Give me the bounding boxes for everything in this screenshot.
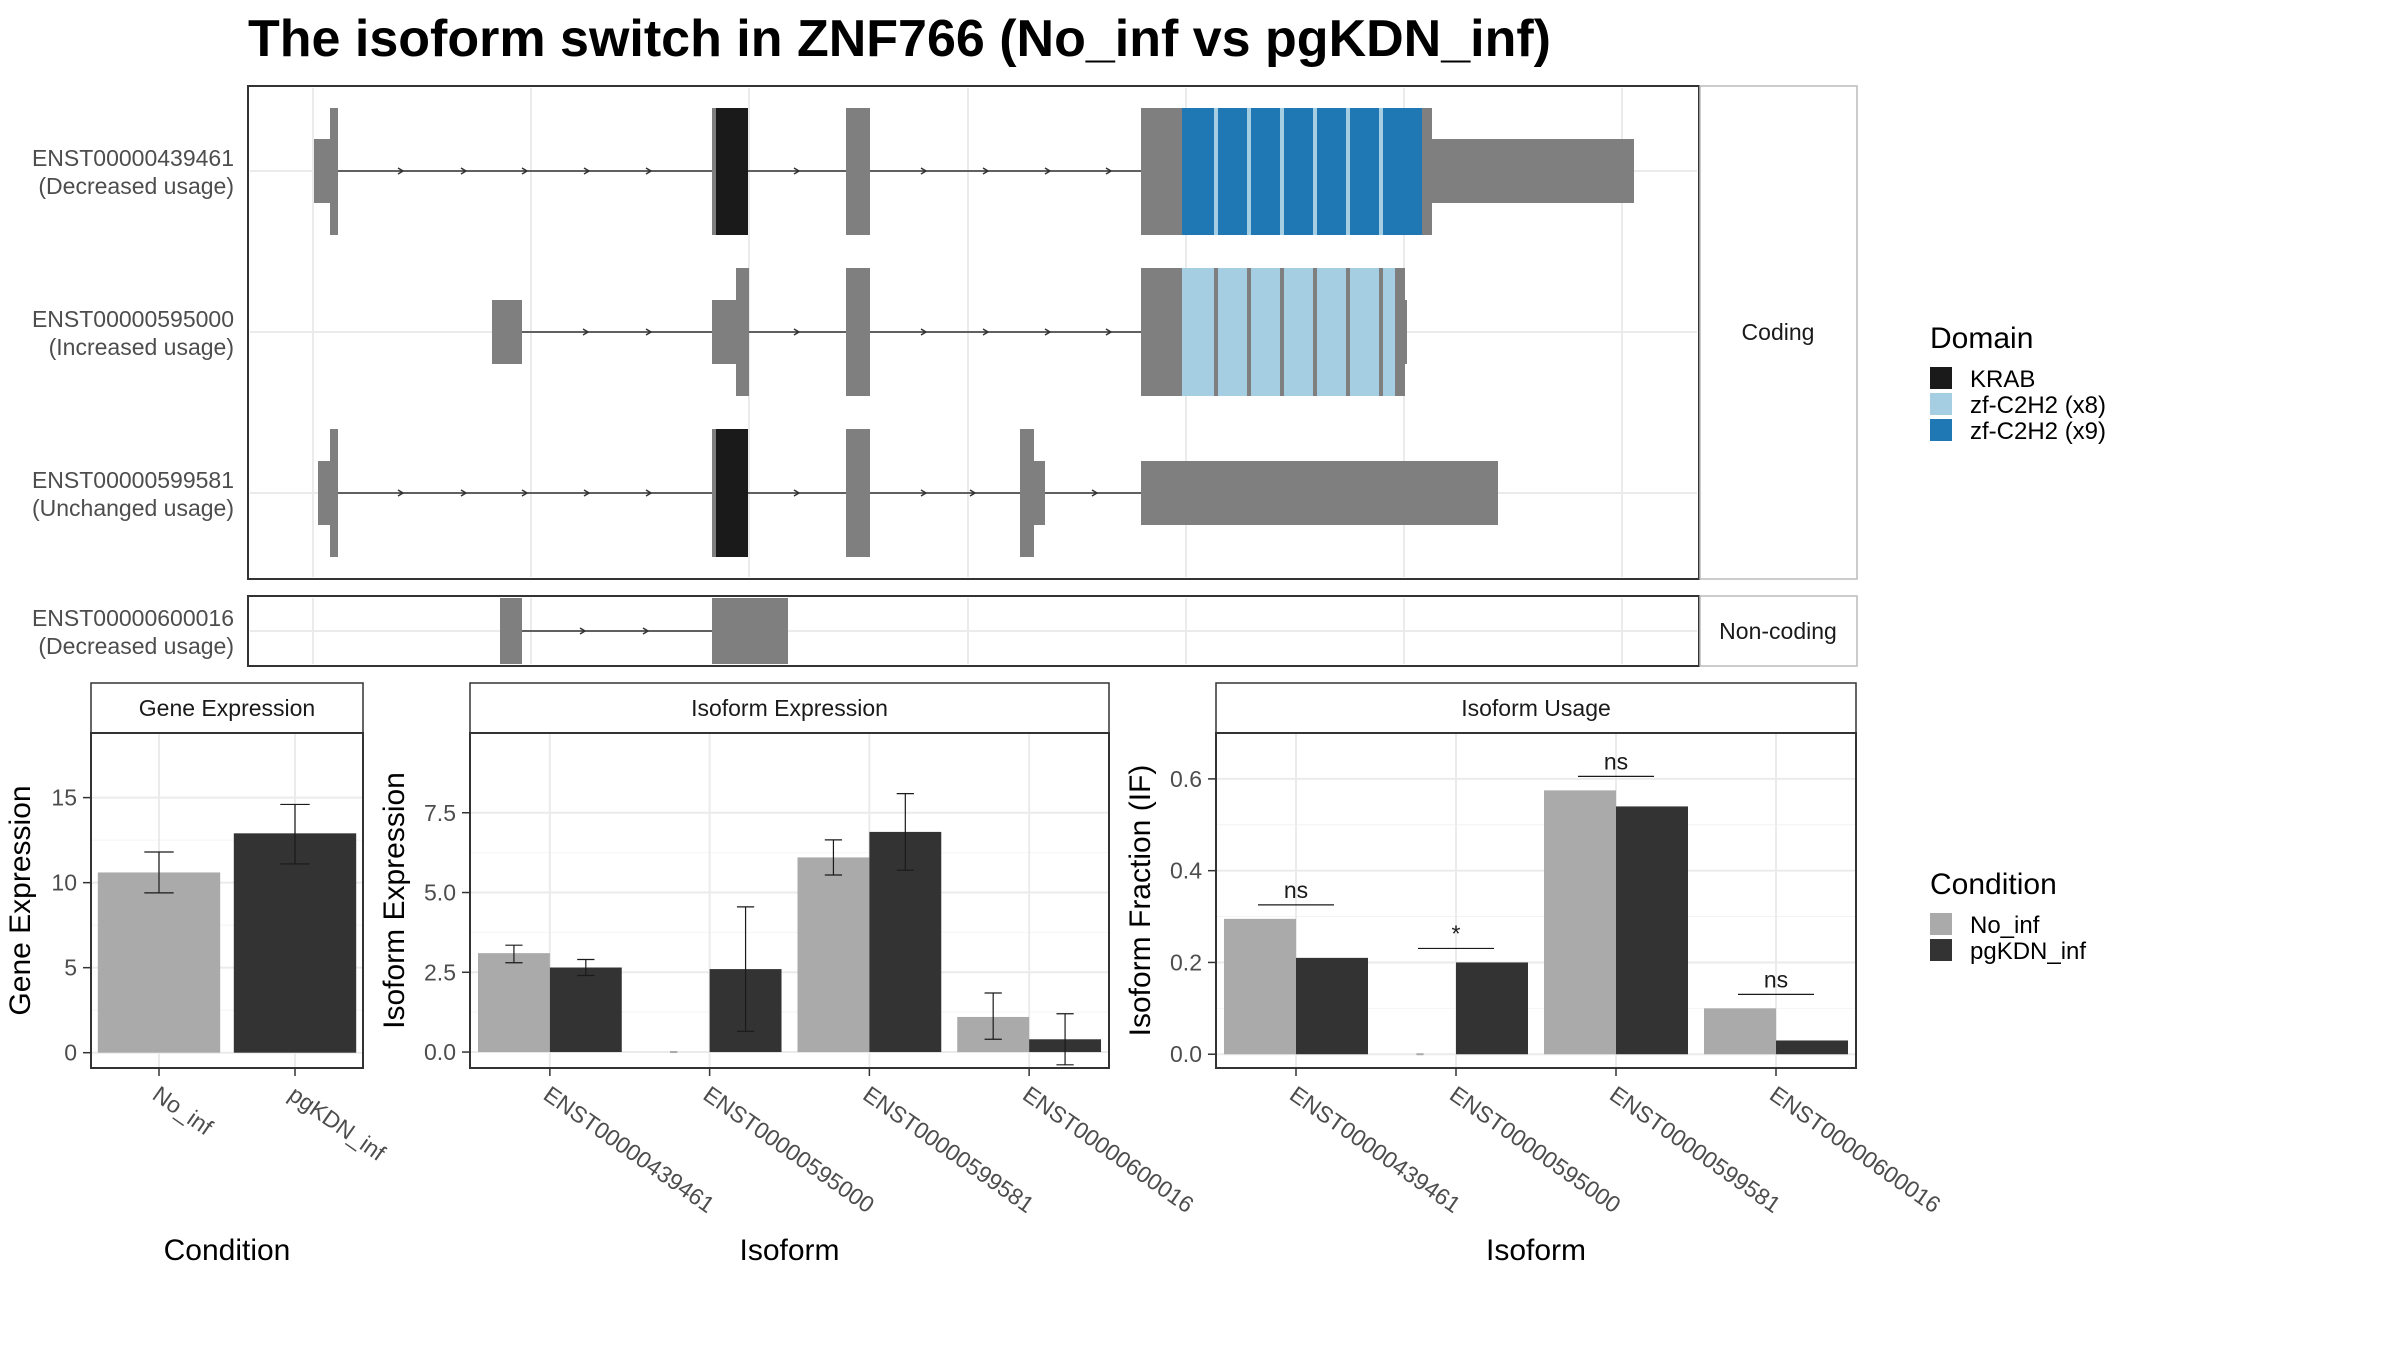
x-tick-label: ENST00000600016 <box>1018 1081 1198 1218</box>
legend-label: zf-C2H2 (x8) <box>1970 392 2106 419</box>
y-tick-label: 15 <box>51 785 77 811</box>
y-tick-label: 10 <box>51 870 77 896</box>
isoform-label: ENST00000595000 <box>32 306 234 332</box>
panel-strip <box>1215 682 1857 734</box>
y-tick-label: 0 <box>64 1040 77 1066</box>
x-tick-label: ENST00000595000 <box>1445 1081 1625 1218</box>
y-tick-label: 2.5 <box>424 959 456 985</box>
coding-strip-label: Coding <box>1742 319 1815 345</box>
isoform-track: ENST00000595000 (Increased usage) <box>32 268 1407 396</box>
x-axis-title: Isoform <box>1486 1234 1586 1267</box>
intron-line <box>337 167 1141 175</box>
significance-label: ns <box>1604 748 1628 774</box>
isoform-usage-label: (Unchanged usage) <box>32 495 234 521</box>
y-tick-label: 0.6 <box>1170 766 1202 792</box>
gene-expression-chart: Gene Expression 0 5 10 15 No_inf pgKDN_inf Cond… <box>4 682 391 1267</box>
isoform-usage-label: (Increased usage) <box>49 334 234 360</box>
bar <box>1616 806 1688 1055</box>
legend-key <box>1930 367 1952 389</box>
isoform-label: ENST00000600016 <box>32 605 234 631</box>
significance-label: * <box>1452 920 1461 946</box>
x-tick-label: ENST00000439461 <box>1285 1081 1465 1218</box>
y-tick-label: 7.5 <box>424 800 456 826</box>
x-tick-label: ENST00000599581 <box>1605 1081 1785 1218</box>
y-axis-title: Isoform Expression <box>378 772 411 1029</box>
isoform-expression-chart: Isoform Expression 0.0 2.5 5.0 7.5 ENST000004… <box>378 682 1199 1267</box>
plot-frame <box>90 732 364 1069</box>
y-tick-label: 5 <box>64 955 77 981</box>
legend-label: pgKDN_inf <box>1970 938 2086 965</box>
legend-label: No_inf <box>1970 912 2040 939</box>
plot-frame <box>469 732 1110 1069</box>
intron-line <box>337 489 1141 497</box>
domain-separators <box>1214 268 1383 396</box>
y-axis-title: Gene Expression <box>4 785 37 1015</box>
legend-key <box>1930 393 1952 415</box>
legend-key <box>1930 913 1952 935</box>
isoform-label: ENST00000599581 <box>32 467 234 493</box>
bar <box>1296 957 1368 1055</box>
domain-legend: Domain KRAB zf-C2H2 (x8) zf-C2H2 (x9) <box>1930 322 2106 445</box>
bar <box>1704 1008 1776 1055</box>
isoform-usage-label: (Decreased usage) <box>38 633 234 659</box>
isoform-track: ENST00000439461 (Decreased usage) <box>32 108 1634 235</box>
isoform-label: ENST00000439461 <box>32 145 234 171</box>
bar <box>477 953 550 1053</box>
bar <box>1776 1040 1848 1055</box>
y-axis-title: Isoform Fraction (IF) <box>1124 765 1157 1037</box>
panel-title: Isoform Usage <box>1461 695 1611 721</box>
bar <box>1544 790 1616 1055</box>
plot-frame <box>1215 732 1857 1069</box>
x-tick-label: ENST00000600016 <box>1765 1081 1945 1218</box>
zf-c2h2-x8-domain <box>1182 268 1395 396</box>
bar <box>549 967 622 1053</box>
x-axis-title: Isoform <box>739 1234 839 1267</box>
isoform-usage-label: (Decreased usage) <box>38 173 234 199</box>
legend-title: Condition <box>1930 868 2057 901</box>
intron-line <box>521 627 712 635</box>
domain-separators <box>1214 108 1383 235</box>
bar <box>1456 962 1528 1055</box>
x-tick-label: No_inf <box>148 1081 218 1141</box>
noncoding-strip-label: Non-coding <box>1719 618 1837 644</box>
intron-line <box>522 328 1141 336</box>
noncoding-strip <box>1699 595 1858 667</box>
legend-key <box>1930 419 1952 441</box>
y-tick-label: 0.0 <box>424 1039 456 1065</box>
significance-label: ns <box>1284 877 1308 903</box>
condition-legend: Condition No_inf pgKDN_inf <box>1930 868 2086 965</box>
bar <box>1224 918 1296 1055</box>
x-axis-title: Condition <box>164 1234 291 1267</box>
isoform-track: ENST00000599581 (Unchanged usage) <box>32 429 1498 557</box>
isoform-usage-chart: Isoform Usage ns * ns ns 0.0 0.2 0.4 0.6 ENST0000… <box>1124 682 1946 1267</box>
y-tick-label: 0.2 <box>1170 949 1202 975</box>
legend-label: zf-C2H2 (x9) <box>1970 418 2106 445</box>
legend-label: KRAB <box>1970 366 2035 393</box>
exon <box>500 598 788 664</box>
significance-label: ns <box>1764 966 1788 992</box>
x-tick-label: ENST00000439461 <box>539 1081 719 1218</box>
krab-domain <box>716 108 748 235</box>
x-tick-label: pgKDN_inf <box>284 1081 391 1166</box>
x-tick-label: ENST00000599581 <box>859 1081 1039 1218</box>
panel-strip <box>90 682 364 734</box>
y-tick-label: 5.0 <box>424 880 456 906</box>
figure-title: The isoform switch in ZNF766 (No_inf vs … <box>248 10 1551 68</box>
legend-title: Domain <box>1930 322 2033 355</box>
bar <box>97 872 221 1053</box>
y-tick-label: 0.4 <box>1170 858 1202 884</box>
coding-strip <box>1699 85 1858 580</box>
panel-title: Isoform Expression <box>691 695 888 721</box>
y-tick-label: 0.0 <box>1170 1041 1202 1067</box>
isoform-track: ENST00000600016 (Decreased usage) <box>32 598 788 664</box>
bar <box>797 857 870 1053</box>
isoform-structure-panel: Coding Non-coding ENST00000439461 (Decre… <box>32 85 1858 667</box>
panel-title: Gene Expression <box>139 695 315 721</box>
legend-key <box>1930 939 1952 961</box>
x-tick-label: ENST00000595000 <box>699 1081 879 1218</box>
bar <box>233 833 357 1053</box>
krab-domain <box>716 429 748 557</box>
